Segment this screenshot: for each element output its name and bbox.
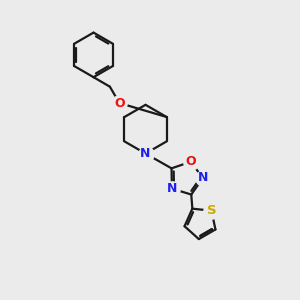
Text: N: N xyxy=(140,147,151,160)
Text: O: O xyxy=(114,97,125,110)
Text: N: N xyxy=(198,171,208,184)
Text: S: S xyxy=(207,204,216,217)
Text: N: N xyxy=(167,182,177,195)
Text: O: O xyxy=(185,155,196,168)
